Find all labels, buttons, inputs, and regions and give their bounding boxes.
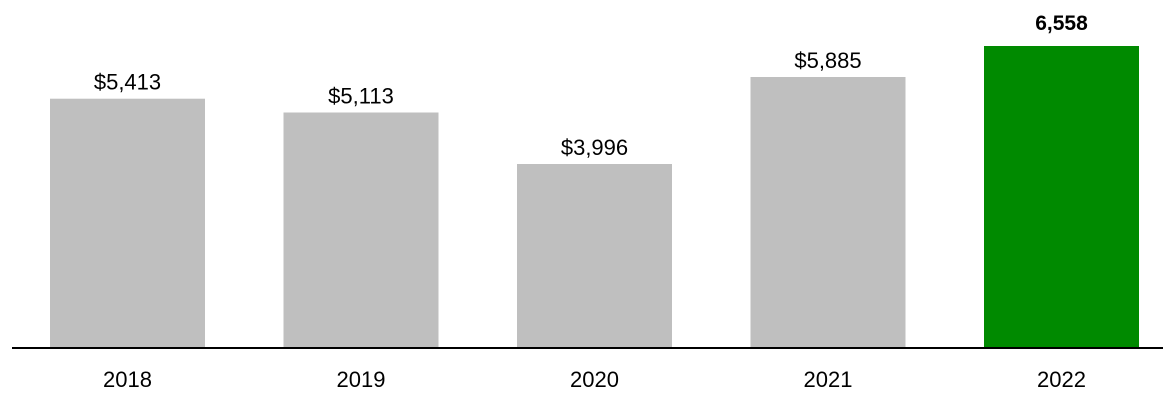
bar-2022 <box>984 46 1139 348</box>
bars-layer <box>50 46 1139 348</box>
bar-2018 <box>50 98 205 348</box>
x-tick-label-2019: 2019 <box>337 367 386 390</box>
bar-2021 <box>750 77 906 348</box>
data-label-2021: $5,885 <box>794 48 861 73</box>
data-labels-layer: $5,413 $5,113 $3,996 $5,885 6,558 <box>94 12 1088 160</box>
data-label-2018: $5,413 <box>94 70 161 95</box>
x-tick-label-2018: 2018 <box>103 367 152 390</box>
data-label-2020: $3,996 <box>561 135 628 160</box>
x-tick-label-2022: 2022 <box>1037 367 1086 390</box>
bar-2019 <box>283 112 439 348</box>
x-tick-labels-layer: 2018 2019 2020 2021 2022 <box>103 367 1086 392</box>
bar-2020 <box>517 164 672 348</box>
x-tick-label-2021: 2021 <box>804 367 853 390</box>
data-label-2019: $5,113 <box>328 84 394 109</box>
data-label-2022: 6,558 <box>1035 12 1088 35</box>
x-tick-label-2020: 2020 <box>570 367 619 390</box>
